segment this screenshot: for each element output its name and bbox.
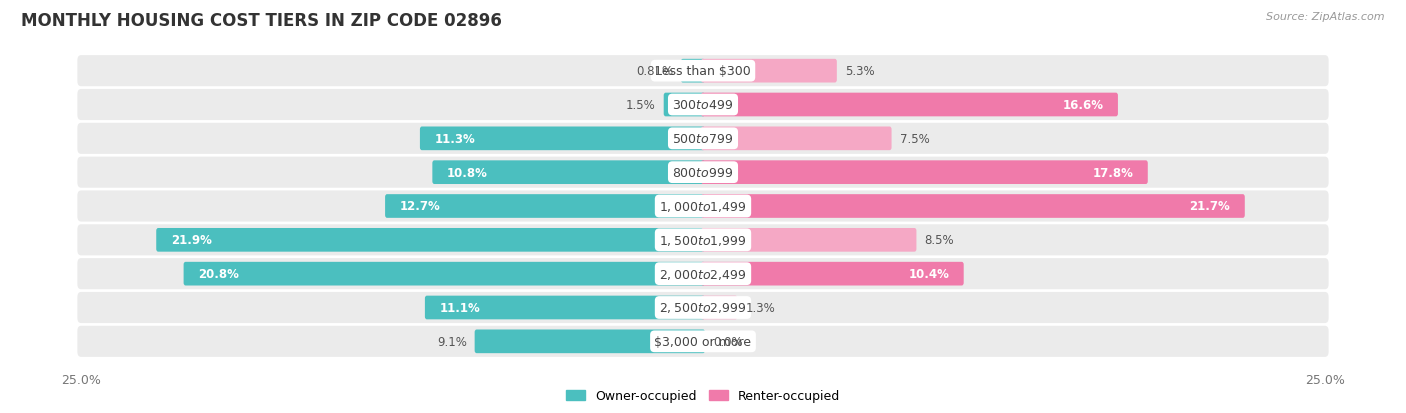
Text: 21.9%: 21.9%	[170, 234, 211, 247]
Text: $800 to $999: $800 to $999	[672, 166, 734, 179]
FancyBboxPatch shape	[702, 127, 891, 151]
FancyBboxPatch shape	[702, 262, 963, 286]
Text: 17.8%: 17.8%	[1092, 166, 1133, 179]
Text: $1,000 to $1,499: $1,000 to $1,499	[659, 199, 747, 214]
FancyBboxPatch shape	[702, 195, 1244, 218]
FancyBboxPatch shape	[385, 195, 704, 218]
FancyBboxPatch shape	[425, 296, 704, 320]
Text: 7.5%: 7.5%	[900, 133, 929, 145]
Text: 8.5%: 8.5%	[924, 234, 955, 247]
FancyBboxPatch shape	[681, 60, 704, 83]
FancyBboxPatch shape	[77, 157, 1329, 188]
Text: 21.7%: 21.7%	[1189, 200, 1230, 213]
Text: $3,000 or more: $3,000 or more	[655, 335, 751, 348]
Text: $500 to $799: $500 to $799	[672, 133, 734, 145]
FancyBboxPatch shape	[664, 93, 704, 117]
FancyBboxPatch shape	[77, 56, 1329, 87]
Text: 20.8%: 20.8%	[198, 268, 239, 280]
FancyBboxPatch shape	[702, 296, 737, 320]
FancyBboxPatch shape	[702, 228, 917, 252]
FancyBboxPatch shape	[77, 292, 1329, 323]
Text: MONTHLY HOUSING COST TIERS IN ZIP CODE 02896: MONTHLY HOUSING COST TIERS IN ZIP CODE 0…	[21, 12, 502, 30]
Text: 9.1%: 9.1%	[437, 335, 467, 348]
Text: 12.7%: 12.7%	[399, 200, 440, 213]
Text: 11.1%: 11.1%	[439, 301, 479, 314]
FancyBboxPatch shape	[420, 127, 704, 151]
Text: 10.4%: 10.4%	[908, 268, 949, 280]
Text: 10.8%: 10.8%	[447, 166, 488, 179]
FancyBboxPatch shape	[702, 161, 1147, 185]
Text: 0.0%: 0.0%	[713, 335, 742, 348]
FancyBboxPatch shape	[77, 225, 1329, 256]
Text: $2,000 to $2,499: $2,000 to $2,499	[659, 267, 747, 281]
Text: $1,500 to $1,999: $1,500 to $1,999	[659, 233, 747, 247]
FancyBboxPatch shape	[433, 161, 704, 185]
FancyBboxPatch shape	[475, 330, 704, 353]
FancyBboxPatch shape	[156, 228, 704, 252]
Text: 1.5%: 1.5%	[626, 99, 655, 112]
Legend: Owner-occupied, Renter-occupied: Owner-occupied, Renter-occupied	[561, 385, 845, 408]
FancyBboxPatch shape	[184, 262, 704, 286]
Text: 5.3%: 5.3%	[845, 65, 875, 78]
FancyBboxPatch shape	[702, 93, 1118, 117]
FancyBboxPatch shape	[77, 90, 1329, 121]
Text: $2,500 to $2,999: $2,500 to $2,999	[659, 301, 747, 315]
Text: 1.3%: 1.3%	[745, 301, 775, 314]
FancyBboxPatch shape	[77, 259, 1329, 290]
Text: 11.3%: 11.3%	[434, 133, 475, 145]
Text: Less than $300: Less than $300	[655, 65, 751, 78]
FancyBboxPatch shape	[702, 60, 837, 83]
Text: Source: ZipAtlas.com: Source: ZipAtlas.com	[1267, 12, 1385, 22]
Text: 0.81%: 0.81%	[636, 65, 673, 78]
Text: 16.6%: 16.6%	[1063, 99, 1104, 112]
Text: $300 to $499: $300 to $499	[672, 99, 734, 112]
FancyBboxPatch shape	[77, 191, 1329, 222]
FancyBboxPatch shape	[77, 123, 1329, 154]
FancyBboxPatch shape	[77, 326, 1329, 357]
